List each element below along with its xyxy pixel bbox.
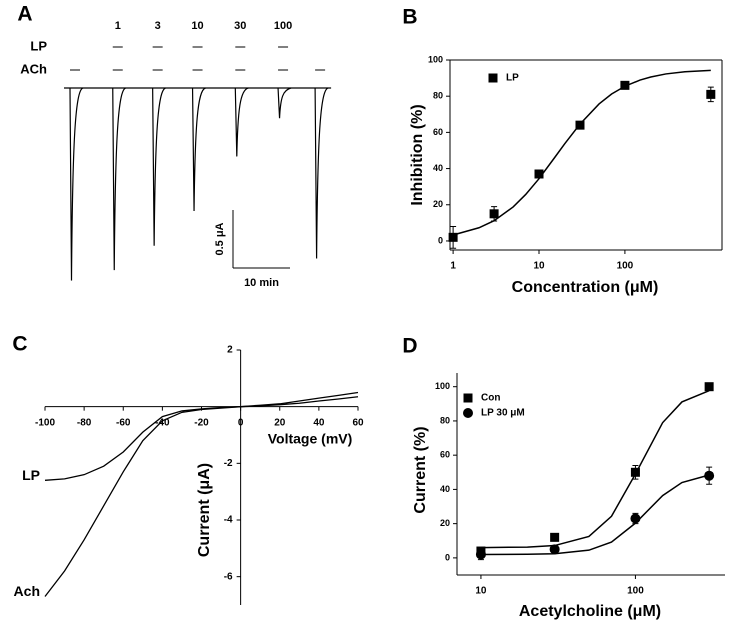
data-point [448,232,458,242]
data-point [630,467,640,477]
concentration-label: 1 [115,20,121,32]
panel-letter: A [17,3,32,26]
y-tick-label: 80 [433,91,443,101]
x-tick-label: -20 [194,417,209,428]
row-label: ACh [20,61,47,76]
y-tick-label: -2 [224,458,233,469]
series-label: Ach [14,583,40,599]
x-tick-label: 1 [450,261,456,272]
x-tick-label: 0 [238,417,244,428]
legend-label: LP 30 μM [481,408,525,419]
y-axis-label: Current (%) [412,426,429,513]
trace [277,87,292,119]
data-point [550,532,560,542]
trace [191,87,206,211]
panel-letter: D [402,335,417,358]
iv-curve [44,391,359,597]
y-tick-label: 0 [445,552,450,562]
panel-letter: B [402,6,417,29]
x-axis-label: Voltage (mV) [268,431,353,447]
data-point [549,544,560,555]
y-tick-label: 0 [438,235,443,245]
trace [112,87,127,271]
data-point [475,549,486,560]
x-tick-label: 20 [274,417,286,428]
trace [314,87,329,259]
data-point [704,382,714,392]
y-tick-label: 80 [440,415,450,425]
y-axis-label: Current (μA) [196,463,213,557]
x-tick-label: -100 [35,417,55,428]
trace [152,87,166,246]
y-tick-label: 40 [440,484,450,494]
data-point [630,513,641,524]
series-label: LP [22,467,40,483]
y-tick-label: -6 [224,571,233,582]
y-axis-label: Inhibition (%) [409,104,426,205]
y-tick-label: 100 [435,381,450,391]
fit-curve [480,474,710,556]
x-tick-label: 100 [627,586,644,597]
data-point [706,89,716,99]
legend-label: LP [506,73,519,84]
concentration-label: 100 [274,20,292,32]
data-point [489,209,499,219]
y-tick-label: 60 [433,127,443,137]
x-tick-label: 40 [313,417,325,428]
data-point [620,80,630,90]
x-tick-label: 10 [475,586,487,597]
x-tick-label: -60 [116,417,131,428]
row-label: LP [30,38,47,53]
x-tick-label: 10 [533,261,545,272]
x-tick-label: -80 [77,417,92,428]
fit-curve [480,389,710,549]
y-tick-label: 20 [440,518,450,528]
legend-marker [463,393,473,403]
scale-bar-x-label: 10 min [244,277,279,289]
x-tick-label: -40 [155,417,170,428]
y-tick-label: -4 [224,515,233,526]
y-tick-label: 60 [440,450,450,460]
x-tick-label: 60 [352,417,364,428]
data-point [534,169,544,179]
legend-label: Con [481,393,500,404]
concentration-label: 30 [234,20,246,32]
concentration-label: 3 [155,20,161,32]
x-axis-label: Acetylcholine (μM) [519,603,661,620]
y-tick-label: 100 [428,54,443,64]
x-tick-label: 100 [617,261,634,272]
legend-marker [463,408,473,418]
trace [69,87,84,281]
trace [234,87,249,157]
data-point [575,120,585,130]
data-point [704,470,715,481]
y-tick-label: 40 [433,163,443,173]
legend-marker [488,73,498,83]
y-tick-label: 2 [227,345,233,356]
x-axis-label: Concentration (μM) [512,279,659,296]
scale-bar-y-label: 0.5 μA [214,222,226,255]
y-tick-label: 20 [433,199,443,209]
concentration-label: 10 [191,20,203,32]
panel-letter: C [12,333,27,356]
